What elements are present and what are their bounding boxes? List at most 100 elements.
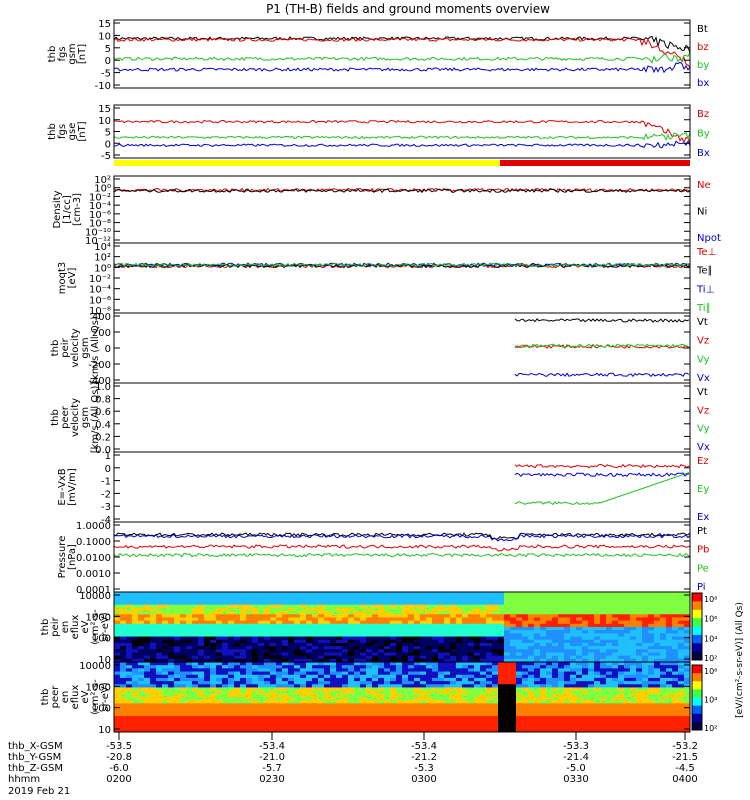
heatmap-cell (210, 712, 217, 717)
heatmap-cell (258, 668, 265, 672)
heatmap-cell (132, 674, 139, 679)
heatmap-cell (456, 655, 463, 660)
heatmap-cell (618, 607, 625, 612)
x-row-label: hhmm (8, 774, 40, 785)
heatmap-cell (408, 681, 415, 685)
heatmap-cell (636, 719, 643, 723)
heatmap-cell (228, 604, 235, 609)
heatmap-cell (624, 642, 631, 647)
heatmap-cell (570, 709, 577, 714)
heatmap-cell (180, 709, 187, 714)
heatmap-cell (354, 652, 361, 657)
heatmap-cell (540, 693, 547, 698)
heatmap-cell (156, 725, 163, 730)
heatmap-cell (324, 703, 331, 707)
heatmap-cell (528, 665, 535, 669)
heatmap-cell (504, 697, 511, 701)
heatmap-cell (402, 690, 409, 695)
heatmap-cell (618, 687, 625, 692)
heatmap-cell (594, 668, 601, 672)
heatmap-cell (324, 595, 331, 599)
heatmap-cell (348, 668, 355, 672)
heatmap-cell (414, 671, 421, 676)
heatmap-cell (666, 611, 673, 615)
heatmap-cell (480, 709, 487, 714)
heatmap-cell (330, 620, 337, 625)
heatmap-cell (390, 623, 397, 628)
heatmap-cell (288, 700, 295, 704)
heatmap-cell (294, 728, 301, 733)
heatmap-cell (468, 623, 475, 628)
heatmap-cell (186, 662, 193, 666)
heatmap-cell (258, 677, 265, 682)
heatmap-cell (618, 668, 625, 672)
heatmap-cell (486, 617, 493, 622)
heatmap-cell (258, 630, 265, 634)
heatmap-cell (276, 611, 283, 615)
heatmap-cell (270, 652, 277, 657)
heatmap-cell (504, 700, 511, 704)
heatmap-cell (588, 709, 595, 714)
heatmap-cell (570, 716, 577, 720)
heatmap-cell (282, 642, 289, 647)
heatmap-cell (360, 662, 367, 666)
heatmap-cell (216, 684, 223, 688)
heatmap-cell (312, 709, 319, 714)
heatmap-cell (492, 728, 499, 733)
heatmap-cell (132, 693, 139, 698)
heatmap-cell (150, 703, 157, 707)
heatmap-cell (240, 671, 247, 676)
heatmap-cell (684, 671, 691, 676)
heatmap-cell (522, 655, 529, 660)
heatmap-cell (126, 681, 133, 685)
heatmap-cell (504, 693, 511, 698)
heatmap-cell (210, 687, 217, 692)
heatmap-cell (468, 604, 475, 609)
heatmap-cell (660, 662, 667, 666)
heatmap-cell (540, 725, 547, 730)
heatmap-cell (426, 722, 433, 727)
heatmap-cell (402, 687, 409, 692)
heatmap-cell (630, 611, 637, 615)
heatmap-cell (186, 611, 193, 615)
heatmap-cell (270, 620, 277, 625)
heatmap-cell (138, 601, 145, 606)
heatmap-cell (234, 630, 241, 634)
heatmap-cell (684, 668, 691, 672)
heatmap-cell (192, 655, 199, 660)
heatmap-cell (252, 658, 259, 663)
heatmap-cell (582, 700, 589, 704)
heatmap-cell (498, 592, 505, 596)
heatmap-cell (300, 700, 307, 704)
heatmap-cell (636, 687, 643, 692)
heatmap-cell (174, 620, 181, 625)
heatmap-cell (384, 684, 391, 688)
heatmap-cell (570, 633, 577, 637)
heatmap-cell (312, 627, 319, 631)
heatmap-cell (318, 687, 325, 692)
heatmap-cell (252, 617, 259, 622)
heatmap-cell (498, 623, 505, 628)
heatmap-cell (630, 719, 637, 723)
heatmap-cell (342, 658, 349, 663)
x-tick-value: -6.0 (109, 763, 129, 774)
heatmap-cell (216, 658, 223, 663)
heatmap-cell (384, 697, 391, 701)
heatmap-cell (528, 712, 535, 717)
heatmap-cell (234, 623, 241, 628)
heatmap-cell (324, 687, 331, 692)
heatmap-cell (126, 712, 133, 717)
heatmap-cell (186, 623, 193, 628)
heatmap-cell (612, 697, 619, 701)
heatmap-cell (462, 712, 469, 717)
heatmap-cell (336, 665, 343, 669)
heatmap-cell (348, 674, 355, 679)
heatmap-cell (444, 604, 451, 609)
heatmap-cell (258, 646, 265, 650)
heatmap-cell (360, 671, 367, 676)
heatmap-cell (402, 649, 409, 653)
colorbar-segment (692, 681, 702, 690)
heatmap-cell (618, 620, 625, 625)
heatmap-cell (282, 662, 289, 666)
heatmap-cell (222, 677, 229, 682)
